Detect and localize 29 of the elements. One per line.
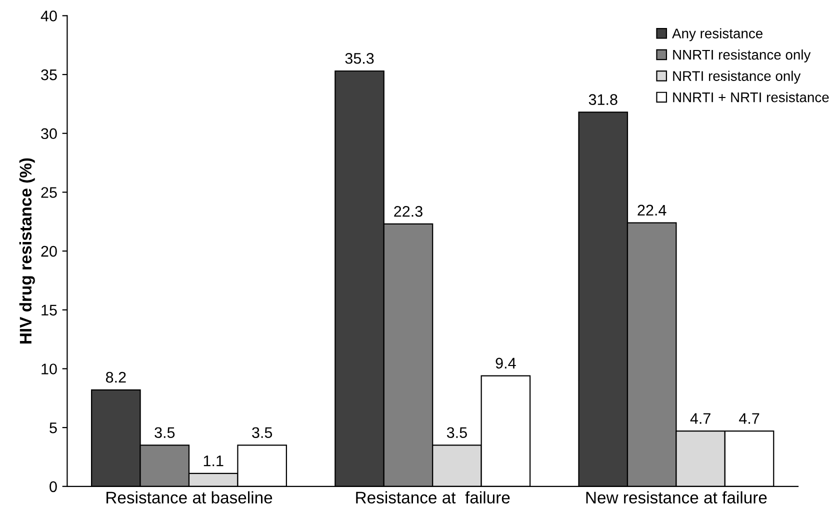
data-label: 4.7 xyxy=(690,413,710,424)
data-label: 3.5 xyxy=(154,427,175,438)
data-label: 1.1 xyxy=(204,456,224,466)
data-label: 4.7 xyxy=(739,413,760,424)
data-label: 8.2 xyxy=(106,372,126,383)
y-tick-label: 0 xyxy=(50,481,57,492)
legend-label: NNRTI + NRTI resistance xyxy=(673,92,829,102)
legend-label: NRTI resistance only xyxy=(673,70,801,84)
x-tick-label: New resistance at failure xyxy=(586,491,767,504)
x-tick-label: Resistance at failure xyxy=(356,491,510,504)
y-tick-label: 15 xyxy=(42,304,57,316)
data-label: 3.5 xyxy=(446,427,467,438)
data-label: 9.4 xyxy=(496,358,516,369)
legend-label: Any resistance xyxy=(672,28,762,42)
data-label: 31.8 xyxy=(588,94,618,105)
y-tick-label: 5 xyxy=(50,422,57,434)
y-tick-label: 35 xyxy=(41,69,57,80)
data-label: 3.5 xyxy=(252,427,272,438)
y-axis-title: HIV drug resistance (%) xyxy=(19,158,35,344)
data-label: 35.3 xyxy=(345,52,374,64)
y-tick-label: 20 xyxy=(41,246,57,257)
y-tick-label: 30 xyxy=(41,128,57,140)
y-tick-label: 10 xyxy=(42,364,57,374)
data-label: 22.4 xyxy=(638,204,666,216)
y-tick-label: 25 xyxy=(41,187,57,198)
y-tick-label: 40 xyxy=(40,10,57,22)
data-label: 22.3 xyxy=(394,206,422,217)
legend-label: NNRTI resistance only xyxy=(673,49,811,62)
x-tick-label: Resistance at baseline xyxy=(106,491,272,504)
